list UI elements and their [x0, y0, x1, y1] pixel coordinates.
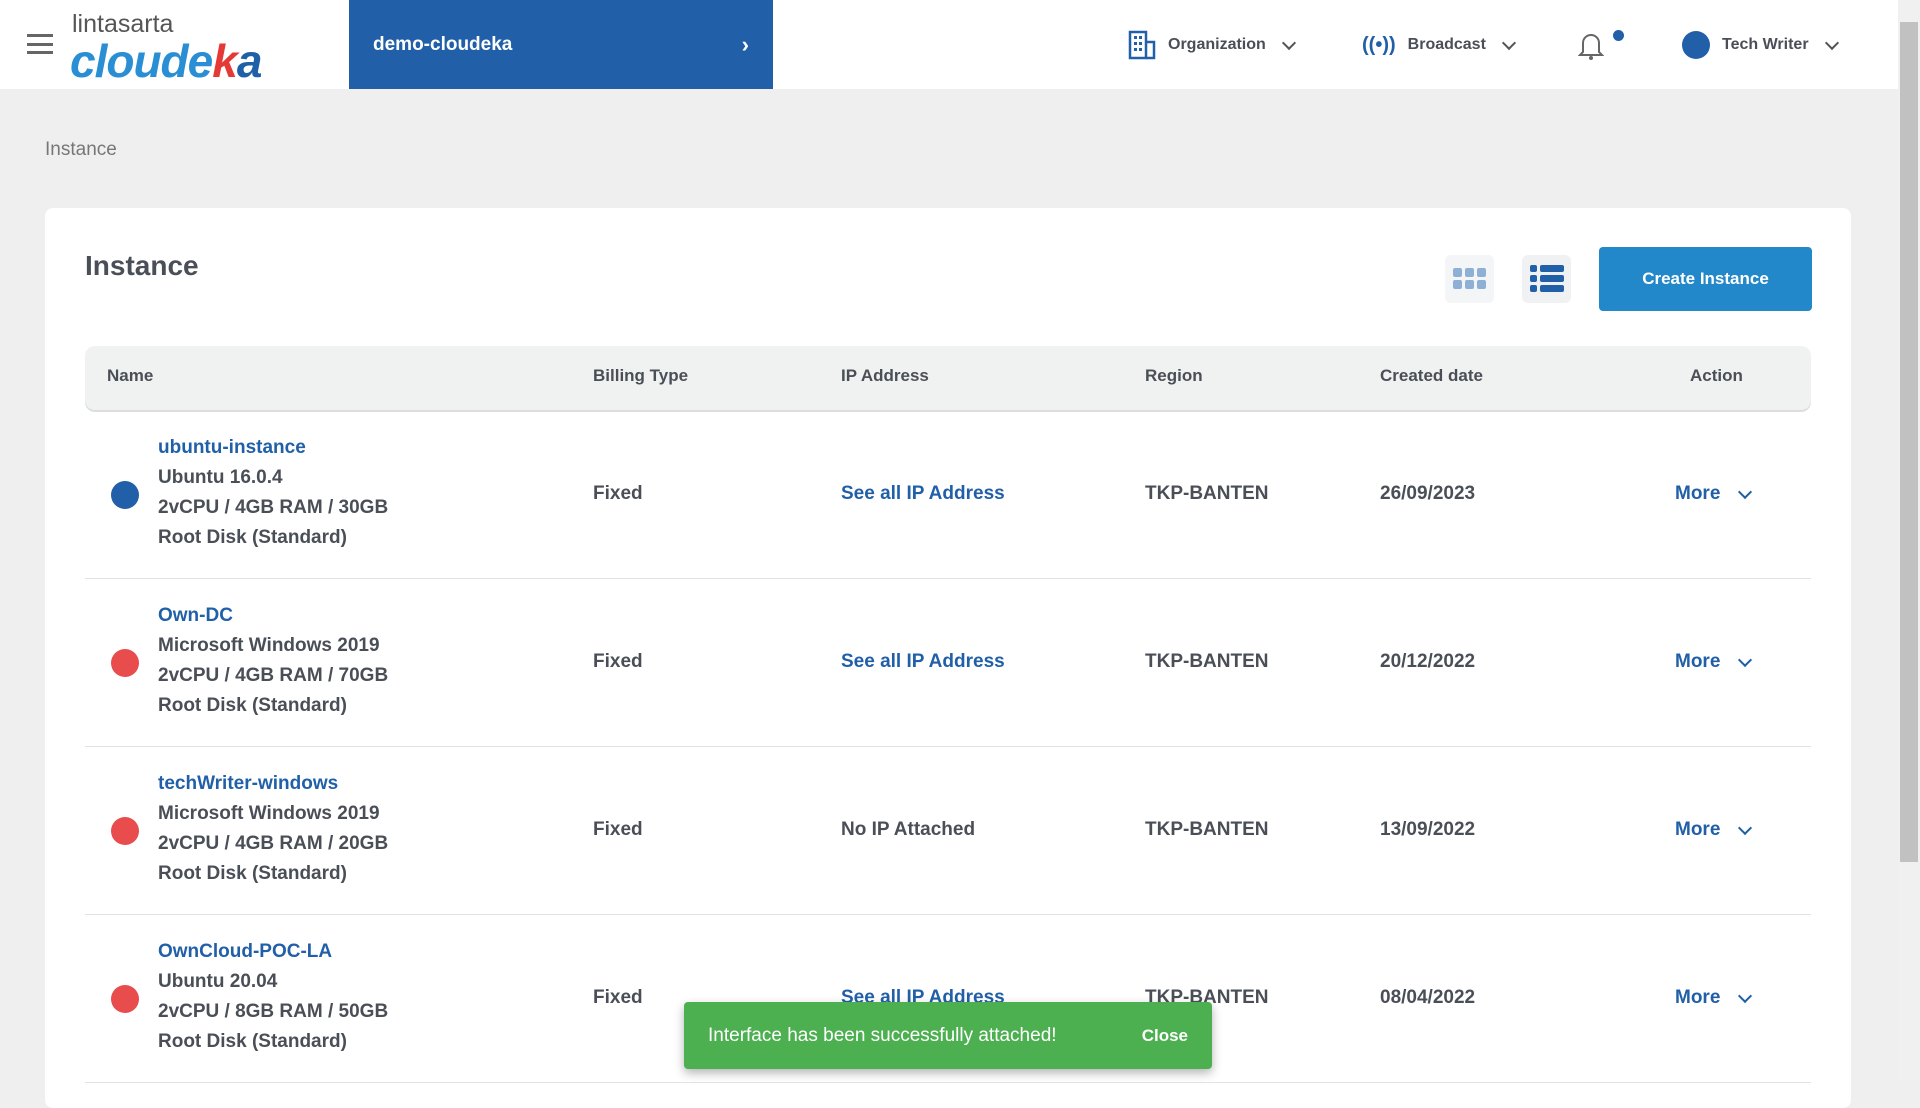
broadcast-menu[interactable]: ((•)) Broadcast — [1362, 28, 1516, 62]
table-row: OwnCloud-POC-LA Ubuntu 20.04 2vCPU / 8GB… — [85, 915, 1811, 1083]
created-date: 26/09/2023 — [1380, 483, 1476, 504]
table-row: Own-DC Microsoft Windows 2019 2vCPU / 4G… — [85, 579, 1811, 747]
table-row: ubuntu-instance Ubuntu 16.0.4 2vCPU / 4G… — [85, 411, 1811, 579]
region: TKP-BANTEN — [1145, 651, 1269, 672]
instance-spec: 2vCPU / 4GB RAM / 20GB — [158, 833, 389, 854]
instance-disk: Root Disk (Standard) — [158, 863, 347, 884]
more-label: More — [1675, 819, 1721, 840]
instance-spec: 2vCPU / 8GB RAM / 50GB — [158, 1001, 389, 1022]
more-dropdown[interactable]: More — [1675, 483, 1753, 505]
status-dot — [111, 985, 139, 1013]
instance-name-link[interactable]: techWriter-windows — [158, 773, 339, 794]
see-ip-link[interactable]: See all IP Address — [841, 651, 1005, 672]
more-dropdown[interactable]: More — [1675, 651, 1753, 673]
chevron-down-icon — [1738, 652, 1753, 667]
organization-label: Organization — [1168, 36, 1266, 53]
list-view-button[interactable] — [1522, 255, 1571, 303]
column-header-billing: Billing Type — [593, 366, 689, 385]
user-name: Tech Writer — [1722, 36, 1809, 53]
billing-type: Fixed — [593, 651, 643, 672]
toast-close-button[interactable]: Close — [1141, 1025, 1188, 1045]
breadcrumb: Instance — [45, 139, 117, 160]
instance-disk: Root Disk (Standard) — [158, 527, 347, 548]
table-header — [85, 346, 1811, 410]
created-date: 20/12/2022 — [1380, 651, 1476, 672]
instance-os: Ubuntu 20.04 — [158, 971, 278, 992]
instance-disk: Root Disk (Standard) — [158, 1031, 347, 1052]
table-row: techWriter-windows Microsoft Windows 201… — [85, 747, 1811, 915]
chevron-down-icon — [1738, 820, 1753, 835]
chevron-down-icon — [1738, 484, 1753, 499]
created-date: 08/04/2022 — [1380, 987, 1476, 1008]
organization-menu[interactable]: Organization — [1128, 28, 1296, 62]
logo-cloudeka: cloudeka — [70, 35, 262, 87]
logo-lintasarta: lintasarta — [72, 10, 174, 38]
broadcast-label: Broadcast — [1407, 36, 1486, 53]
chevron-down-icon — [1824, 35, 1839, 50]
list-icon — [1529, 265, 1564, 292]
chevron-right-icon: › — [741, 31, 749, 57]
see-ip-link[interactable]: See all IP Address — [841, 483, 1005, 504]
grid-icon — [1452, 268, 1486, 289]
bell-icon — [1577, 34, 1605, 60]
instance-name-link[interactable]: Own-DC — [158, 605, 233, 626]
instance-name-link[interactable]: ubuntu-instance — [158, 437, 306, 458]
billing-type: Fixed — [593, 819, 643, 840]
top-header: lintasarta cloudeka demo-cloudeka › Organ… — [0, 0, 1898, 89]
page-title: Instance — [85, 250, 199, 281]
instance-spec: 2vCPU / 4GB RAM / 70GB — [158, 665, 389, 686]
column-header-action: Action — [1690, 366, 1743, 385]
region: TKP-BANTEN — [1145, 819, 1269, 840]
building-icon — [1128, 30, 1156, 60]
notification-bell[interactable] — [1577, 30, 1624, 65]
column-header-name: Name — [107, 366, 154, 385]
notification-dot — [1613, 30, 1624, 41]
menu-icon[interactable] — [27, 34, 53, 54]
status-dot — [111, 817, 139, 845]
create-instance-button[interactable]: Create Instance — [1599, 247, 1812, 311]
more-label: More — [1675, 483, 1721, 504]
instance-os: Ubuntu 16.0.4 — [158, 467, 283, 488]
instance-spec: 2vCPU / 4GB RAM / 30GB — [158, 497, 389, 518]
user-menu[interactable]: Tech Writer — [1682, 28, 1839, 62]
more-label: More — [1675, 651, 1721, 672]
more-label: More — [1675, 987, 1721, 1008]
instance-name-link[interactable]: OwnCloud-POC-LA — [158, 941, 333, 962]
column-header-ip: IP Address — [841, 366, 929, 385]
billing-type: Fixed — [593, 987, 643, 1008]
billing-type: Fixed — [593, 483, 643, 504]
grid-view-button[interactable] — [1445, 255, 1494, 303]
status-dot — [111, 649, 139, 677]
chevron-down-icon — [1281, 35, 1296, 50]
avatar — [1682, 31, 1710, 59]
instance-disk: Root Disk (Standard) — [158, 695, 347, 716]
broadcast-icon: ((•)) — [1362, 33, 1396, 56]
instance-os: Microsoft Windows 2019 — [158, 803, 380, 824]
chevron-down-icon — [1501, 35, 1516, 50]
ip-status: No IP Attached — [841, 819, 976, 840]
column-header-region: Region — [1145, 366, 1203, 385]
more-dropdown[interactable]: More — [1675, 987, 1753, 1009]
project-selector[interactable]: demo-cloudeka › — [349, 0, 773, 89]
toast-message: Interface has been successfully attached… — [708, 1024, 1057, 1046]
region: TKP-BANTEN — [1145, 483, 1269, 504]
instance-os: Microsoft Windows 2019 — [158, 635, 380, 656]
status-dot — [111, 481, 139, 509]
created-date: 13/09/2022 — [1380, 819, 1476, 840]
more-dropdown[interactable]: More — [1675, 819, 1753, 841]
success-toast: Interface has been successfully attached… — [684, 1002, 1212, 1069]
chevron-down-icon — [1738, 988, 1753, 1003]
scrollbar-thumb[interactable] — [1900, 22, 1918, 862]
project-name: demo-cloudeka — [373, 33, 513, 55]
column-header-created: Created date — [1380, 366, 1483, 385]
